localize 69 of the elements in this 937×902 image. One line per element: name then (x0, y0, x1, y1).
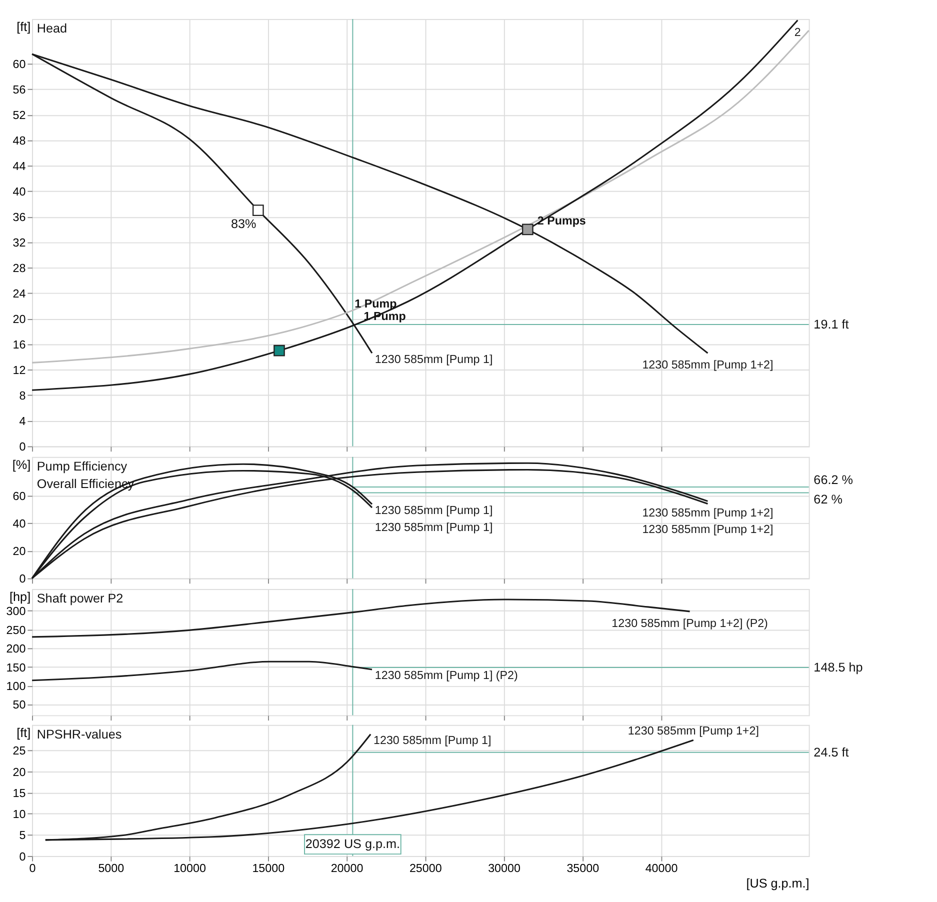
chart-title: Head (36, 22, 68, 36)
y-tick-label: 52 (12, 109, 26, 122)
y-tick-label: 25 (12, 744, 26, 758)
y-tick-label: 48 (12, 134, 26, 148)
ref-line-label: 24.5 ft (814, 745, 850, 760)
y-tick-label: 60 (12, 58, 26, 72)
y-tick-label: 0 (19, 572, 26, 586)
y-tick-label: 12 (12, 364, 26, 378)
y-tick-label: 20 (12, 766, 26, 779)
x-tick-label: 5000 (98, 862, 125, 876)
y-tick-label: 40 (12, 186, 26, 199)
ref-line-label: 66.2 % (814, 473, 853, 488)
y-tick-label: 60 (12, 490, 26, 503)
x-tick-label: 10000 (174, 862, 206, 876)
y-tick-label: 150 (6, 661, 26, 674)
y-tick-label: 20 (12, 313, 26, 326)
chart-title: Shaft power P2 (36, 592, 124, 606)
y-tick-label: 56 (12, 84, 26, 97)
series-label: 1230 585mm [Pump 1+2] (P2) (612, 616, 768, 630)
x-tick-label: 20000 (330, 862, 364, 876)
ref-line-label: 20392 US g.p.m. (305, 837, 400, 852)
y-tick-label: 200 (6, 642, 26, 656)
y-axis-title: [ft] (16, 726, 31, 740)
series-label: 1230 585mm [Pump 1+2] (642, 358, 774, 372)
y-tick-label: 5 (19, 829, 26, 842)
series-label: 1230 585mm [Pump 1] (374, 520, 493, 534)
y-tick-label: 15 (12, 786, 26, 800)
ref-line-label: 62 % (814, 492, 842, 506)
y-tick-label: 0 (19, 850, 26, 864)
y-tick-label: 4 (19, 415, 26, 428)
chart-title: Pump Efficiency (36, 460, 128, 474)
x-tick-label: 40000 (645, 862, 678, 876)
y-axis-title: [ft] (16, 20, 31, 34)
y-tick-label: 10 (12, 808, 26, 822)
y-tick-label: 250 (6, 624, 26, 637)
y-tick-label: 16 (12, 338, 26, 352)
y-axis-title: [%] (12, 458, 31, 472)
series-label: 1230 585mm [Pump 1] (P2) (374, 669, 518, 682)
series-label: 1230 585mm [Pump 1+2] (628, 724, 759, 738)
series-label: 1230 585mm [Pump 1+2] (642, 506, 774, 520)
series-label: 1230 585mm [Pump 1] (374, 734, 492, 747)
y-tick-label: 0 (19, 440, 26, 454)
ref-line-label: 19.1 ft (814, 317, 850, 332)
text: 1230 585mm [Pump 1+2] (642, 522, 774, 536)
y-tick-label: 300 (6, 605, 26, 618)
y-tick-label: 24 (12, 288, 26, 301)
series-label: 1230 585mm [Pump 1] (374, 504, 493, 517)
x-tick-label: 30000 (488, 862, 521, 876)
chart-title: NPSHR-values (36, 728, 122, 742)
ref-line-label: 148.5 hp (814, 660, 863, 674)
x-tick-label: 35000 (566, 862, 600, 876)
series-label: 1230 585mm [Pump 1] (374, 352, 493, 366)
y-tick-label: 32 (12, 236, 26, 250)
y-tick-label: 36 (12, 211, 26, 224)
y-tick-label: 100 (6, 680, 26, 693)
y-tick-label: 40 (12, 518, 26, 530)
x-tick-label: 25000 (409, 862, 442, 876)
annotation: 83% (230, 216, 256, 231)
y-tick-label: 50 (12, 698, 26, 712)
series-label: 2 (794, 26, 801, 39)
y-axis-title: [hp] (10, 590, 31, 604)
annotation: 1 Pump (354, 297, 397, 310)
y-tick-label: 28 (12, 262, 26, 276)
y-tick-label: 20 (12, 545, 26, 558)
x-axis-title: [US g.p.m.] (746, 876, 810, 891)
x-tick-label: 0 (29, 862, 36, 876)
y-tick-label: 8 (19, 390, 26, 403)
y-tick-label: 44 (12, 160, 26, 174)
x-tick-label: 15000 (252, 862, 286, 876)
